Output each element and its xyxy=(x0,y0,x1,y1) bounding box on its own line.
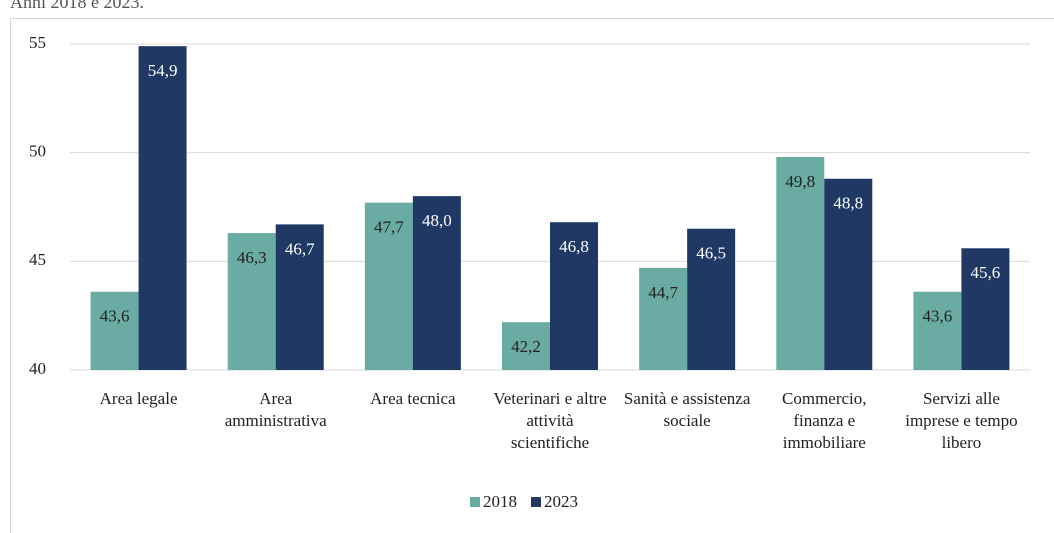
x-tick-label: Veterinari e altre attività scientifiche xyxy=(493,389,606,452)
bar xyxy=(138,46,187,370)
data-label: 46,7 xyxy=(285,239,315,258)
data-label: 45,6 xyxy=(971,263,1001,282)
data-label: 43,6 xyxy=(100,307,130,326)
bar xyxy=(550,222,598,370)
chart-subtitle: Anni 2018 e 2023. xyxy=(10,0,144,12)
x-tick-label: Area legale xyxy=(100,389,178,408)
y-tick-label: 50 xyxy=(29,142,46,161)
data-label: 47,7 xyxy=(374,218,404,237)
bar xyxy=(364,202,413,370)
x-tick-label: Commercio, finanza e immobiliare xyxy=(782,389,867,452)
data-label: 43,6 xyxy=(923,307,953,326)
legend-label: 2023 xyxy=(544,492,578,511)
x-tick-label: Area amministrativa xyxy=(225,389,327,430)
legend-swatch xyxy=(470,497,480,507)
x-tick-label: Sanità e assistenza sociale xyxy=(624,389,751,430)
bar xyxy=(90,291,139,370)
data-label: 42,2 xyxy=(511,337,541,356)
data-label: 49,8 xyxy=(785,172,815,191)
bar xyxy=(776,157,825,370)
legend-swatch xyxy=(531,497,541,507)
bar xyxy=(502,322,550,370)
data-label: 44,7 xyxy=(648,283,678,302)
bar xyxy=(824,178,873,370)
data-label: 46,8 xyxy=(559,237,589,256)
data-label: 48,8 xyxy=(833,194,863,213)
data-label: 54,9 xyxy=(148,61,178,80)
x-tick-label: Servizi alle imprese e tempo libero xyxy=(905,389,1017,452)
y-tick-label: 55 xyxy=(29,33,46,52)
bar xyxy=(961,248,1010,370)
bar xyxy=(687,228,736,370)
bar xyxy=(913,291,962,370)
legend-label: 2018 xyxy=(483,492,517,511)
y-tick-label: 40 xyxy=(29,359,46,378)
bar xyxy=(639,267,688,370)
data-label: 48,0 xyxy=(422,211,452,230)
data-label: 46,5 xyxy=(696,244,726,263)
bar xyxy=(275,224,324,370)
data-label: 46,3 xyxy=(237,248,267,267)
y-tick-label: 45 xyxy=(29,250,46,269)
bar xyxy=(227,233,276,370)
bar xyxy=(412,196,461,370)
x-tick-label: Area tecnica xyxy=(370,389,456,408)
